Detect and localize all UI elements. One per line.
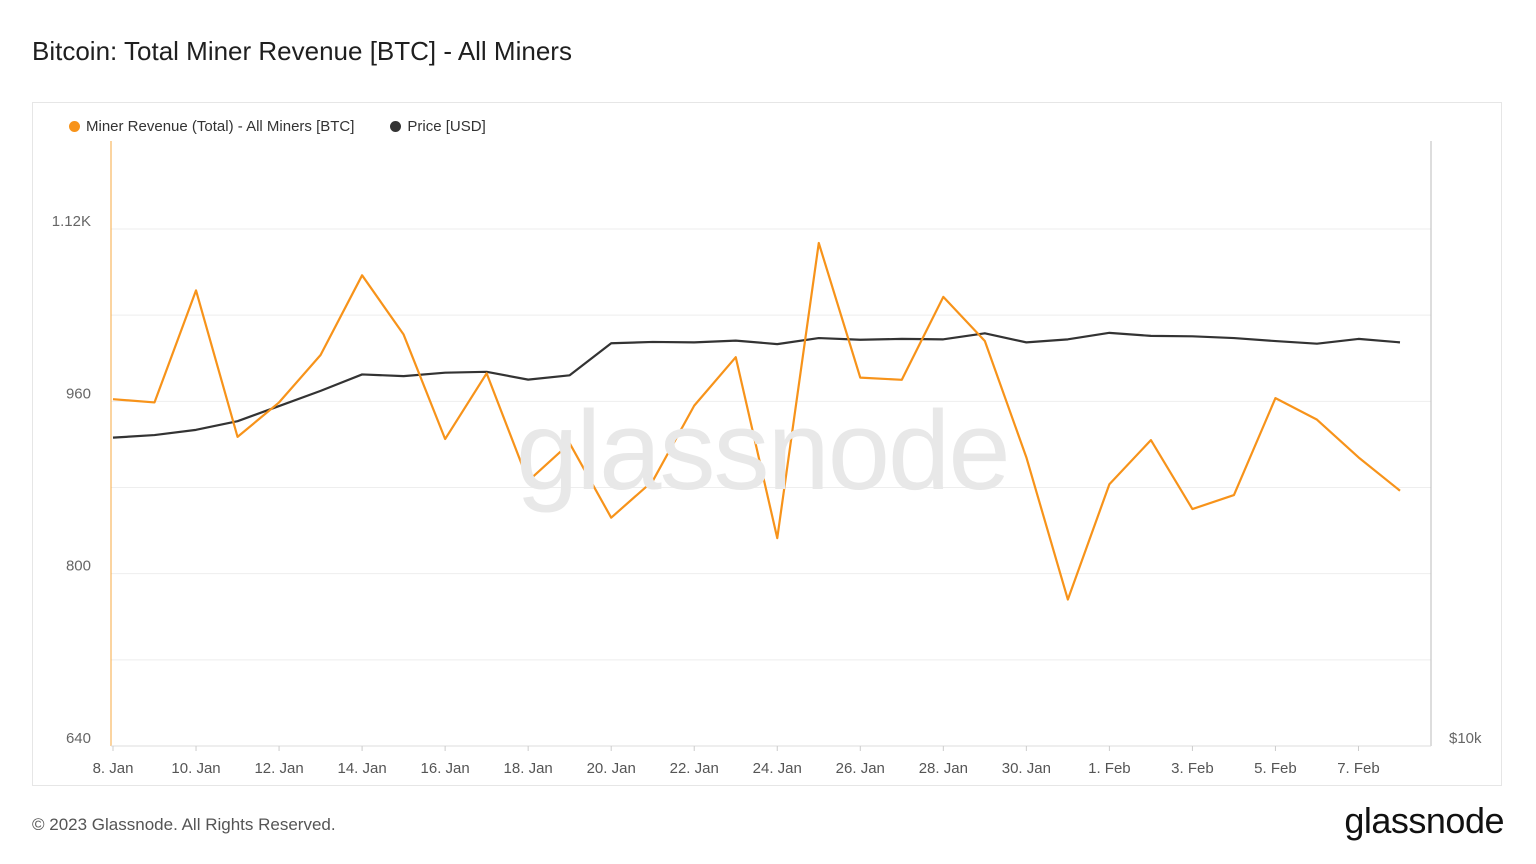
x-tick-label: 16. Jan xyxy=(421,760,470,777)
page-title: Bitcoin: Total Miner Revenue [BTC] - All… xyxy=(32,36,572,66)
y-tick-label: 960 xyxy=(66,385,91,402)
chart-plot[interactable]: 640 800 960 1.12K $10k 8. Jan 10. Jan 12. Jan 14… xyxy=(33,103,1501,785)
x-tick-label: 10. Jan xyxy=(171,760,220,777)
x-tick-label: 26. Jan xyxy=(836,760,885,777)
legend-dot-price xyxy=(390,121,402,132)
x-tick-label: 3. Feb xyxy=(1171,760,1214,777)
x-tick-label: 8. Jan xyxy=(93,760,134,777)
x-tick-label: 5. Feb xyxy=(1254,760,1297,777)
x-tick-label: 12. Jan xyxy=(254,760,303,777)
y-tick-label: 800 xyxy=(66,558,91,575)
x-tick-label: 20. Jan xyxy=(587,760,636,777)
legend-label-revenue: Miner Revenue (Total) - All Miners [BTC] xyxy=(86,118,355,135)
x-tick-label: 28. Jan xyxy=(919,760,968,777)
x-tick-label: 7. Feb xyxy=(1337,760,1380,777)
x-tick-label: 24. Jan xyxy=(753,760,802,777)
x-tick-label: 30. Jan xyxy=(1002,760,1051,777)
y-tick-label: 1.12K xyxy=(52,213,91,230)
legend-label-price: Price [USD] xyxy=(407,118,486,135)
y2-tick-label: $10k xyxy=(1449,730,1482,747)
legend-item-price[interactable]: Price [USD] xyxy=(390,118,486,135)
revenue-series-line[interactable] xyxy=(112,241,1401,601)
price-series-line[interactable] xyxy=(112,331,1401,439)
legend-item-revenue[interactable]: Miner Revenue (Total) - All Miners [BTC] xyxy=(69,118,354,135)
footer-copyright: © 2023 Glassnode. All Rights Reserved. xyxy=(32,815,336,834)
legend-dot-revenue xyxy=(69,121,80,132)
x-tick-label: 1. Feb xyxy=(1088,760,1131,777)
x-tick-label: 14. Jan xyxy=(337,760,386,777)
y-tick-label: 640 xyxy=(66,730,91,747)
x-tick-label: 22. Jan xyxy=(670,760,719,777)
chart-panel: Miner Revenue (Total) - All Miners [BTC]… xyxy=(32,102,1502,786)
chart-legend: Miner Revenue (Total) - All Miners [BTC]… xyxy=(69,118,486,135)
x-tick-label: 18. Jan xyxy=(504,760,553,777)
glassnode-logo[interactable]: glassnode xyxy=(1344,800,1504,841)
